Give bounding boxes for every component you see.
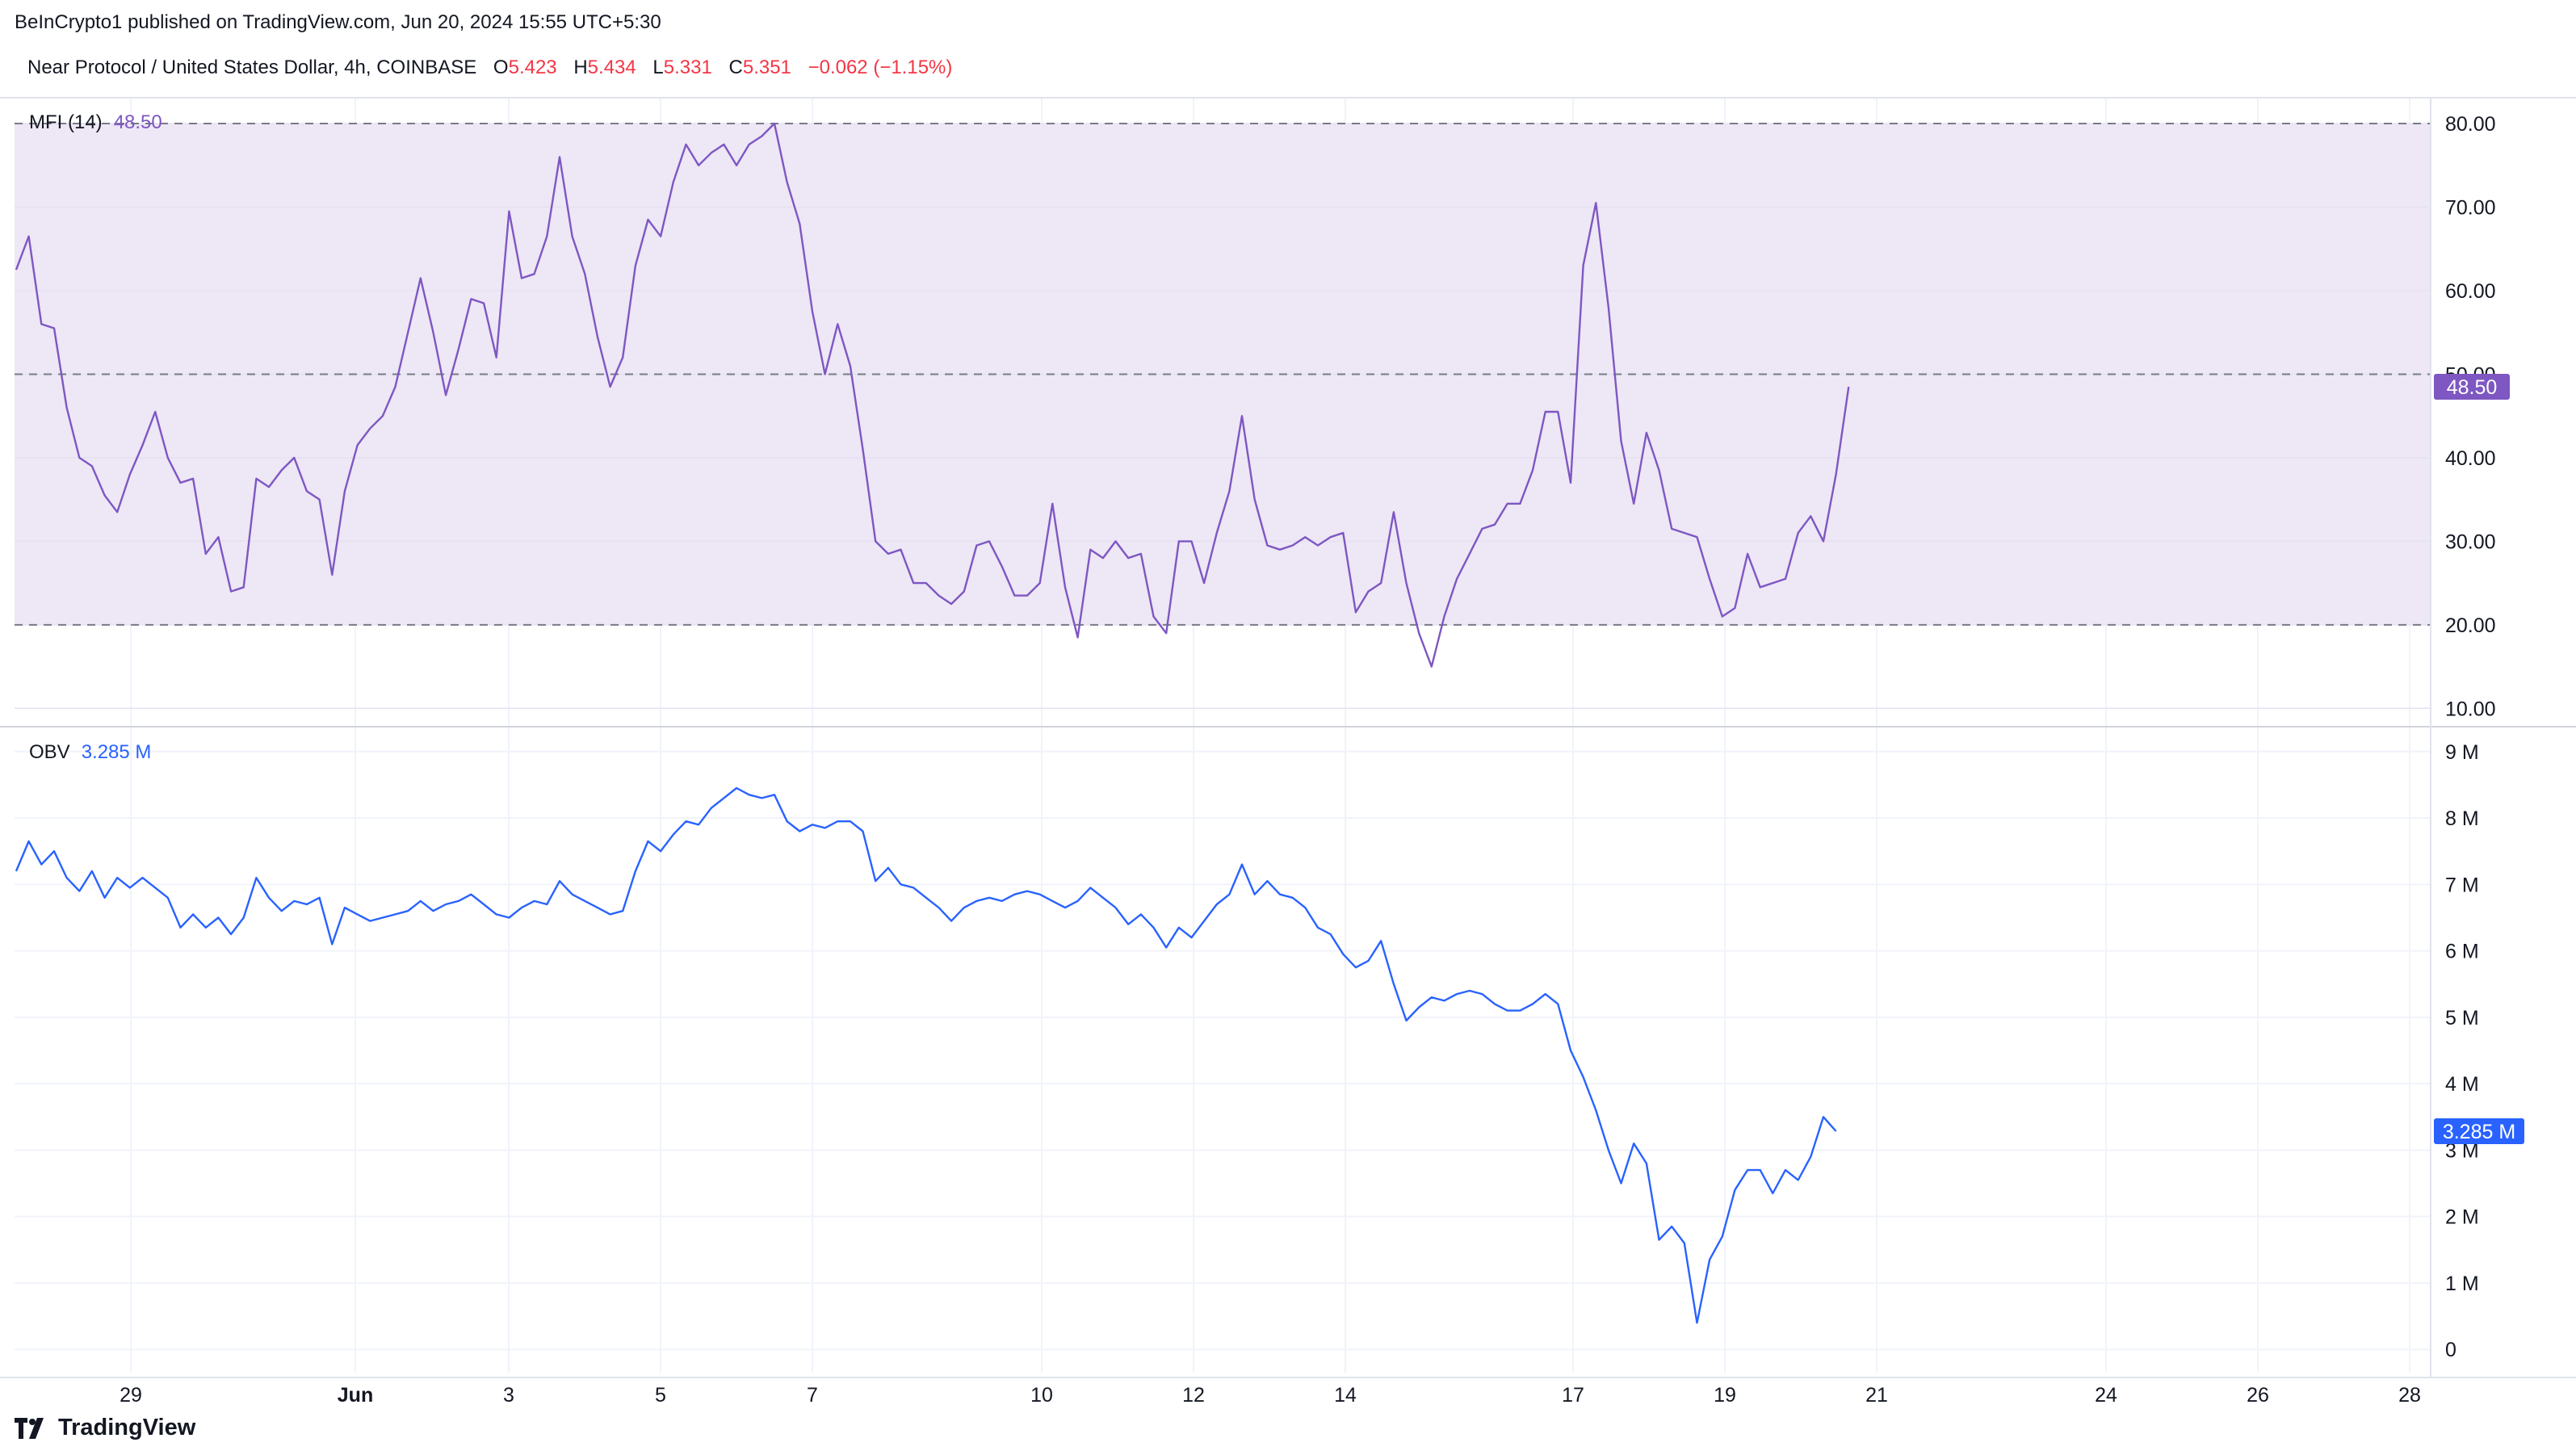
mfi-last-value: 48.50 <box>113 111 162 133</box>
low-value: 5.331 <box>663 57 712 78</box>
footer: TradingView <box>15 1415 195 1441</box>
mfi-last-value-badge-text: 48.50 <box>2447 376 2498 399</box>
x-tick-label: 7 <box>807 1384 818 1407</box>
obv-title: OBV <box>29 741 70 763</box>
x-tick-label: 5 <box>655 1384 666 1407</box>
mfi-legend[interactable]: MFI (14) 48.50 <box>29 111 162 134</box>
obv-y-tick-label: 7 M <box>2445 874 2479 896</box>
x-tick-label: Jun <box>338 1384 373 1407</box>
symbol-name[interactable]: Near Protocol / United States Dollar, 4h… <box>27 57 477 78</box>
symbol-legend: Near Protocol / United States Dollar, 4h… <box>27 57 952 79</box>
mfi-title: MFI (14) <box>29 111 103 133</box>
x-tick-label: 3 <box>503 1384 514 1407</box>
obv-y-tick-label: 5 M <box>2445 1007 2479 1029</box>
close-value: 5.351 <box>742 57 791 78</box>
x-tick-label: 10 <box>1030 1384 1053 1407</box>
mfi-series-line <box>15 122 1850 668</box>
mfi-last-value-badge <box>2434 373 2510 400</box>
close-label: C <box>728 57 743 78</box>
x-tick-label: 28 <box>2398 1384 2421 1407</box>
x-tick-label: 24 <box>2095 1384 2117 1407</box>
obv-y-tick-label: 2 M <box>2445 1206 2479 1229</box>
x-tick-label: 17 <box>1562 1384 1584 1407</box>
mfi-y-tick-label: 30.00 <box>2445 530 2496 553</box>
x-tick-label: 19 <box>1714 1384 1736 1407</box>
open-value: 5.423 <box>508 57 557 78</box>
mfi-y-tick-label: 70.00 <box>2445 197 2496 220</box>
open-label: O <box>493 57 509 78</box>
obv-last-value: 3.285 M <box>81 741 152 763</box>
obv-y-tick-label: 8 M <box>2445 807 2479 830</box>
high-value: 5.434 <box>587 57 636 78</box>
x-tick-label: 26 <box>2247 1384 2269 1407</box>
tradingview-brand[interactable]: TradingView <box>58 1415 196 1440</box>
obv-y-tick-label: 9 M <box>2445 741 2479 764</box>
mfi-y-tick-label: 60.00 <box>2445 280 2496 303</box>
x-tick-label: 12 <box>1182 1384 1205 1407</box>
x-tick-label: 21 <box>1865 1384 1888 1407</box>
obv-y-tick-label: 0 <box>2445 1339 2456 1361</box>
mfi-y-tick-label: 80.00 <box>2445 113 2496 136</box>
change-value: −0.062 (−1.15%) <box>808 57 953 78</box>
obv-series-line <box>15 786 1837 1324</box>
obv-y-tick-label: 6 M <box>2445 941 2479 963</box>
high-label: H <box>573 57 588 78</box>
mfi-y-tick-label: 20.00 <box>2445 614 2496 637</box>
header-divider <box>0 97 2576 99</box>
obv-last-value-badge <box>2434 1117 2524 1144</box>
publisher-line: BeInCrypto1 published on TradingView.com… <box>15 11 661 33</box>
x-tick-label: 14 <box>1334 1384 1357 1407</box>
obv-y-tick-label: 1 M <box>2445 1273 2479 1295</box>
x-tick-label: 29 <box>120 1384 142 1407</box>
low-label: L <box>652 57 664 78</box>
mfi-y-tick-label: 10.00 <box>2445 698 2496 720</box>
mfi-y-tick-label: 40.00 <box>2445 447 2496 470</box>
obv-legend[interactable]: OBV 3.285 M <box>29 741 151 764</box>
tradingview-logo-icon[interactable] <box>15 1417 50 1439</box>
obv-last-value-badge-text: 3.285 M <box>2443 1121 2515 1143</box>
obv-y-tick-label: 4 M <box>2445 1073 2479 1096</box>
